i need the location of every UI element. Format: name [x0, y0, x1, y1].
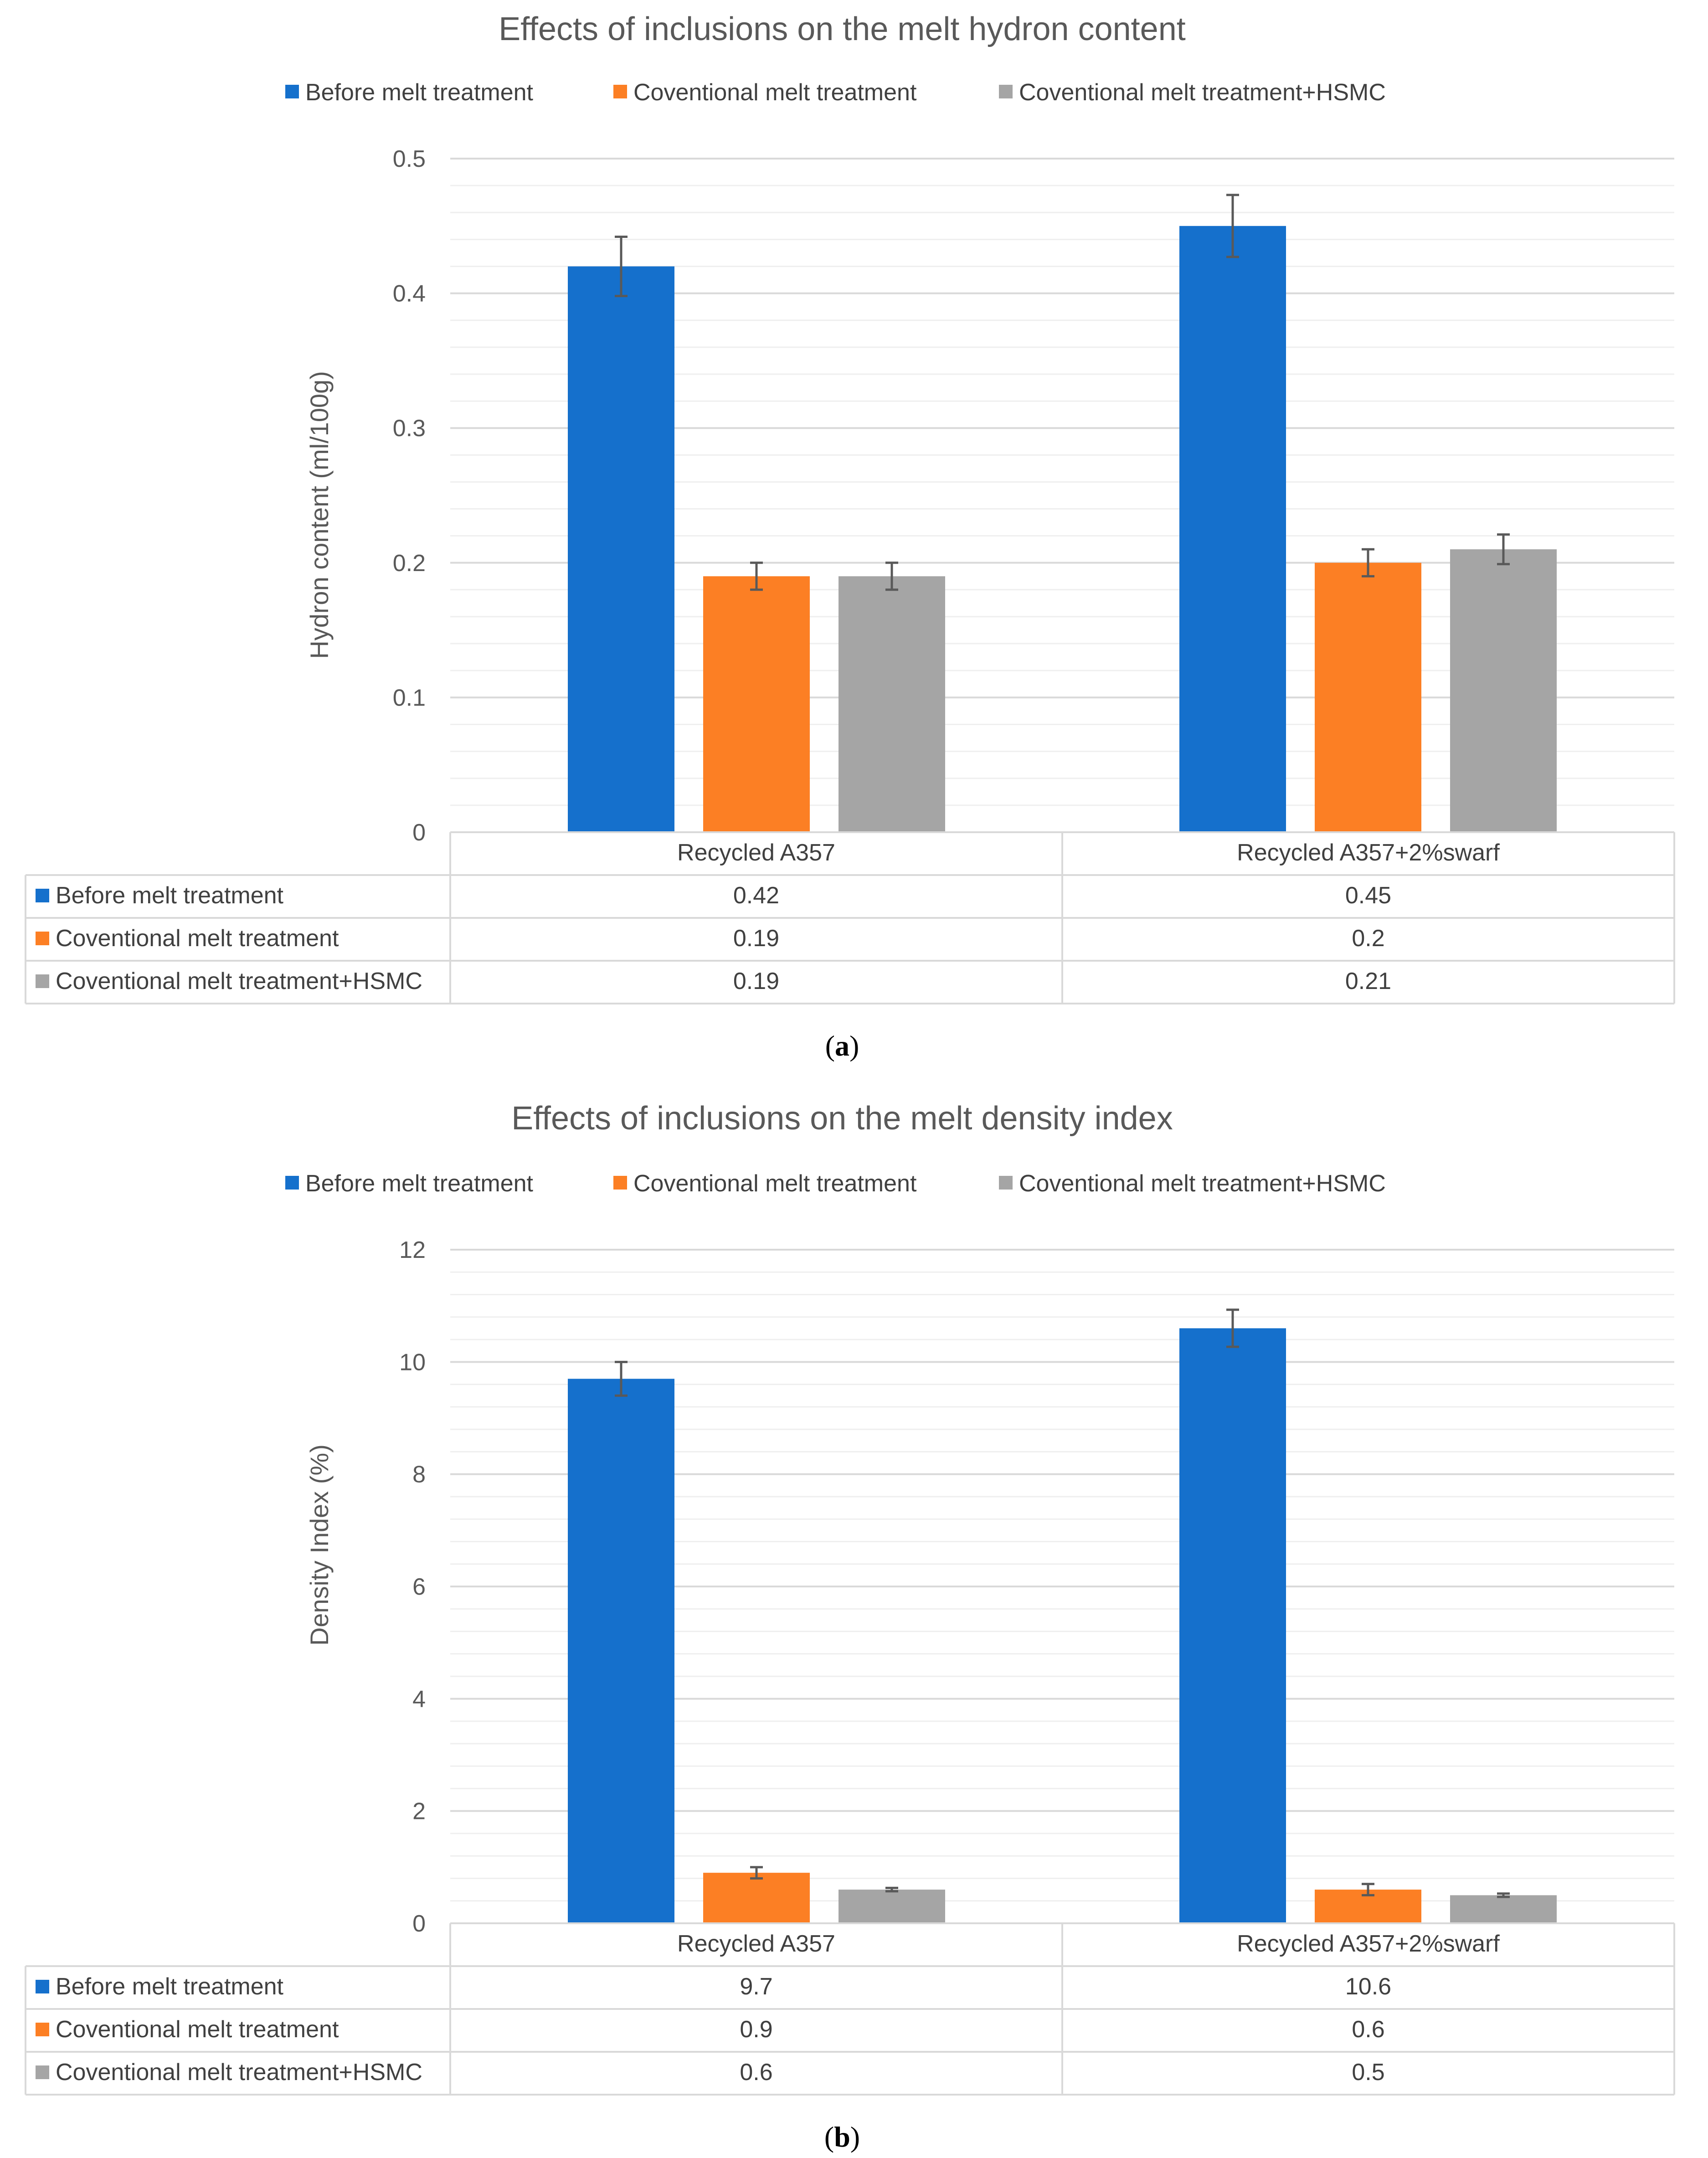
bar	[1450, 549, 1557, 832]
y-tick-label: 0.3	[393, 415, 426, 442]
category-label: Recycled A357	[677, 840, 835, 866]
data-label: 0.19	[733, 925, 779, 952]
row-label: Coventional melt treatment+HSMC	[56, 968, 422, 994]
bar	[703, 1873, 810, 1923]
legend-swatch	[999, 1176, 1013, 1190]
legend-label: Before melt treatment	[305, 79, 534, 106]
bars	[568, 1308, 1557, 1923]
legend-swatch	[285, 85, 299, 98]
y-axis-ticks: 0 0.1 0.2 0.3 0.4 0.5	[393, 146, 426, 846]
y-tick-label: 2	[412, 1798, 426, 1825]
chart-title: Effects of inclusions on the melt hydron…	[499, 11, 1186, 47]
legend: Before melt treatment Coventional melt tr…	[285, 79, 1386, 106]
data-table: Recycled A357 Recycled A357+2%swarf Before…	[25, 1922, 1675, 2096]
data-label: 0.5	[1352, 2059, 1384, 2086]
legend-label: Coventional melt treatment	[633, 79, 917, 106]
category-label: Recycled A357	[677, 1931, 835, 1957]
legend-label: Coventional melt treatment+HSMC	[1019, 79, 1386, 106]
y-tick-label: 0.1	[393, 685, 426, 711]
y-tick-label: 12	[399, 1237, 426, 1263]
category-label: Recycled A357+2%swarf	[1237, 1931, 1500, 1957]
data-label: 0.6	[740, 2059, 772, 2086]
caption-letter: a	[835, 1030, 849, 1062]
legend-swatch	[285, 1176, 299, 1190]
row-swatch	[36, 1980, 49, 1993]
data-label: 0.42	[733, 882, 779, 909]
bars	[568, 194, 1557, 832]
y-tick-label: 4	[412, 1686, 426, 1712]
data-label: 0.45	[1345, 882, 1391, 909]
caption-b: (b)	[824, 2121, 860, 2153]
row-label: Coventional melt treatment	[56, 2016, 339, 2043]
y-tick-label: 0.4	[393, 281, 426, 307]
category-label: Recycled A357+2%swarf	[1237, 840, 1500, 866]
data-table: Recycled A357 Recycled A357+2%swarf Before…	[25, 831, 1675, 1004]
y-tick-label: 0.5	[393, 146, 426, 172]
data-label: 0.2	[1352, 925, 1384, 952]
bar	[1315, 562, 1421, 832]
y-tick-label: 0	[412, 819, 426, 846]
bar	[703, 576, 810, 832]
bar	[839, 1890, 945, 1923]
data-label: 0.9	[740, 2016, 772, 2043]
data-label: 0.6	[1352, 2016, 1384, 2043]
y-axis-label: Hydron content (ml/100g)	[305, 371, 334, 659]
caption-a: (a)	[825, 1030, 859, 1062]
y-axis-ticks: 0 2 4 6 8 10 12	[399, 1237, 426, 1937]
bar	[1179, 1328, 1286, 1923]
row-label: Before melt treatment	[56, 1973, 284, 2000]
bar	[568, 1379, 674, 1923]
row-swatch	[36, 2065, 49, 2079]
bar	[1450, 1895, 1557, 1923]
row-label: Coventional melt treatment+HSMC	[56, 2059, 422, 2086]
row-label: Coventional melt treatment	[56, 925, 339, 952]
row-swatch	[36, 2023, 49, 2036]
y-tick-label: 0	[412, 1911, 426, 1937]
legend-label: Coventional melt treatment	[633, 1170, 917, 1197]
y-tick-label: 0.2	[393, 550, 426, 577]
caption-letter: b	[834, 2121, 850, 2153]
bar	[1179, 226, 1286, 832]
data-label: 10.6	[1345, 1973, 1391, 2000]
y-axis-label: Density Index (%)	[305, 1444, 334, 1646]
legend-swatch	[999, 85, 1013, 98]
y-tick-label: 8	[412, 1462, 426, 1488]
row-label: Before melt treatment	[56, 882, 284, 909]
row-swatch	[36, 932, 49, 945]
row-swatch	[36, 889, 49, 902]
bar	[839, 576, 945, 832]
data-label: 9.7	[740, 1973, 772, 2000]
chart-title: Effects of inclusions on the melt densit…	[511, 1100, 1173, 1137]
legend-label: Coventional melt treatment+HSMC	[1019, 1170, 1386, 1197]
panel-b: Effects of inclusions on the melt densit…	[25, 1100, 1675, 2153]
bar	[568, 266, 674, 832]
legend-swatch	[613, 1176, 627, 1190]
data-label: 0.19	[733, 968, 779, 994]
y-tick-label: 6	[412, 1574, 426, 1600]
legend-swatch	[613, 85, 627, 98]
legend: Before melt treatment Coventional melt tr…	[285, 1170, 1386, 1197]
y-tick-label: 10	[399, 1349, 426, 1375]
data-label: 0.21	[1345, 968, 1391, 994]
row-swatch	[36, 974, 49, 988]
panel-a: Effects of inclusions on the melt hydron…	[25, 11, 1675, 1062]
legend-label: Before melt treatment	[305, 1170, 534, 1197]
